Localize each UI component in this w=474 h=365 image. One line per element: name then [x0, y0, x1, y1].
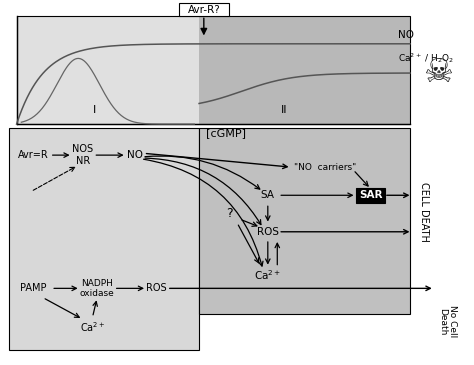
Text: CELL DEATH: CELL DEATH [419, 182, 429, 242]
Text: ROS: ROS [257, 227, 279, 237]
Bar [9, 128, 199, 350]
Text: NO: NO [127, 150, 143, 160]
Text: NO: NO [398, 30, 414, 40]
Bar [199, 16, 410, 124]
Text: Ca$^{2+}$: Ca$^{2+}$ [80, 320, 105, 334]
Text: No Cell
Death: No Cell Death [438, 305, 457, 337]
FancyBboxPatch shape [179, 3, 229, 16]
Text: Ca$^{2+}$ / H$_2$O$_2$: Ca$^{2+}$ / H$_2$O$_2$ [398, 51, 455, 65]
Text: II: II [281, 105, 288, 115]
Text: SAR: SAR [359, 190, 383, 200]
Text: [cGMP]: [cGMP] [206, 128, 246, 138]
Text: NOS
NR: NOS NR [73, 144, 93, 166]
Bar [17, 16, 410, 124]
Text: Ca$^{2+}$: Ca$^{2+}$ [254, 269, 282, 283]
Text: ?: ? [227, 207, 233, 220]
Text: Avr-R?: Avr-R? [187, 5, 220, 15]
Text: Avr=R: Avr=R [18, 150, 48, 160]
Text: "NO  carriers": "NO carriers" [293, 164, 356, 172]
Bar [199, 128, 410, 314]
Bar [17, 16, 199, 124]
Text: ☠: ☠ [423, 57, 454, 89]
Text: PAMP: PAMP [20, 283, 46, 293]
FancyBboxPatch shape [356, 188, 385, 203]
Text: NADPH
oxidase: NADPH oxidase [80, 278, 115, 298]
Text: I: I [93, 105, 96, 115]
Text: ROS: ROS [146, 283, 167, 293]
Text: SA: SA [261, 190, 275, 200]
